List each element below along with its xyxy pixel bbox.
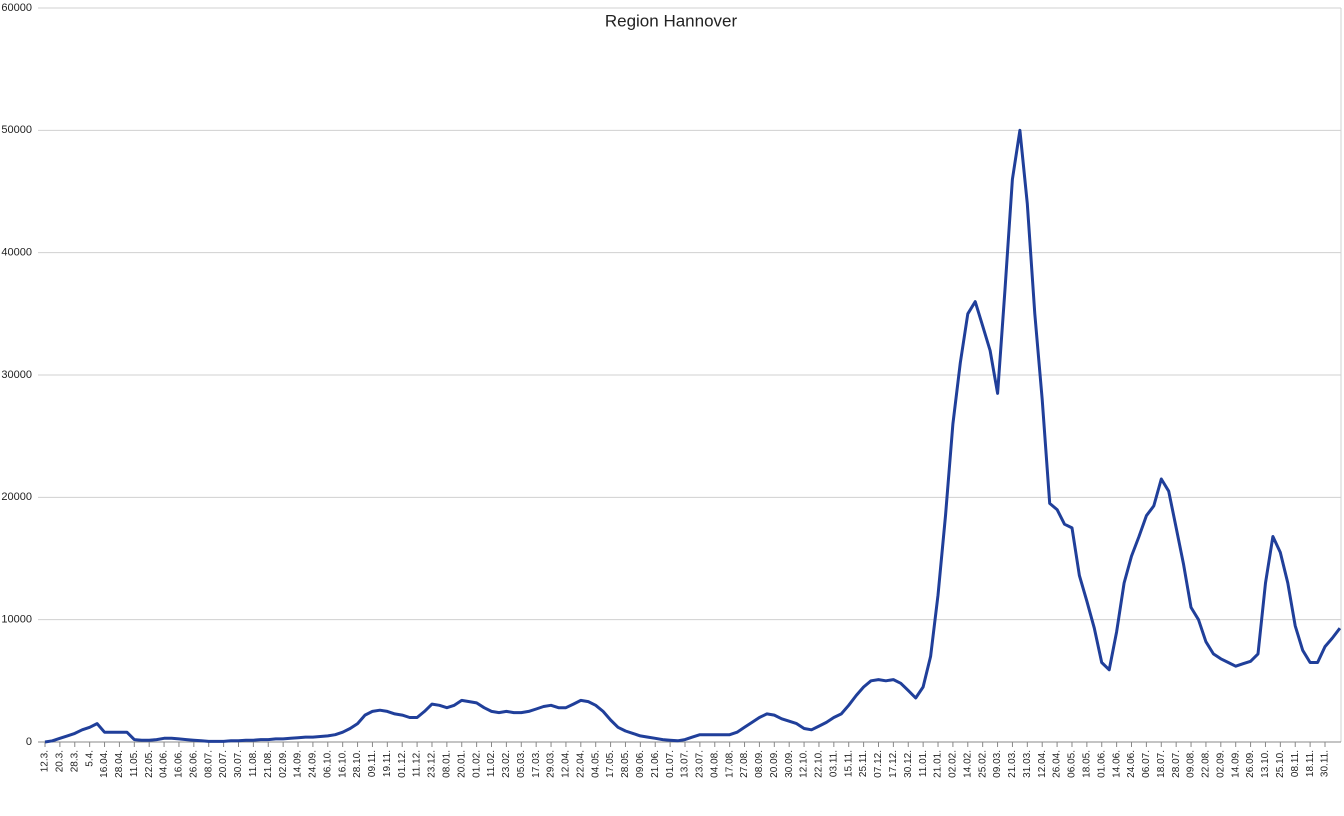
x-tick-label: 22.04. — [575, 750, 586, 778]
x-tick-label: 02.09. — [1215, 750, 1226, 778]
x-tick-label: 19.11. — [382, 750, 393, 777]
x-tick-label: 17.12. — [888, 750, 899, 778]
x-tick-label: 17.05. — [605, 750, 616, 778]
x-tick-label: 22.10. — [814, 750, 825, 778]
x-tick-label: 08.07. — [203, 750, 214, 778]
x-tick-label: 29.03. — [546, 750, 557, 778]
x-tick-label: 17.03. — [531, 750, 542, 778]
x-tick-label: 23.12. — [427, 750, 438, 778]
x-tick-label: 17.08. — [724, 750, 735, 778]
x-tick-label: 22.08. — [1201, 750, 1212, 778]
x-tick-label: 24.06. — [1126, 750, 1137, 778]
x-tick-label: 14.09. — [1230, 750, 1241, 778]
x-tick-label: 18.11. — [1305, 750, 1316, 777]
x-tick-label: 04.06. — [159, 750, 170, 778]
x-tick-label: 16.04. — [99, 750, 110, 778]
x-tick-label: 04.08. — [709, 750, 720, 778]
chart-title: Region Hannover — [605, 11, 738, 30]
x-tick-label: 5.4. — [84, 750, 95, 767]
x-tick-label: 20.01. — [456, 750, 467, 778]
x-tick-label: 12.10. — [799, 750, 810, 778]
x-tick-label: 06.10. — [322, 750, 333, 778]
x-tick-label: 28.07. — [1171, 750, 1182, 778]
x-tick-label: 31.03. — [1022, 750, 1033, 778]
x-tick-label: 28.04. — [114, 750, 125, 778]
x-tick-label: 23.07. — [695, 750, 706, 778]
x-tick-label: 23.02. — [501, 750, 512, 778]
x-tick-label: 15.11. — [843, 750, 854, 777]
x-tick-label: 09.03. — [992, 750, 1003, 778]
x-tick-label: 30.07. — [233, 750, 244, 778]
x-tick-label: 26.06. — [188, 750, 199, 778]
x-tick-label: 03.11. — [828, 750, 839, 777]
x-tick-label: 12.04. — [1037, 750, 1048, 778]
x-tick-label: 28.10. — [352, 750, 363, 778]
x-tick-label: 28.05. — [620, 750, 631, 778]
x-tick-label: 18.05. — [1082, 750, 1093, 778]
x-tick-label: 09.06. — [635, 750, 646, 778]
x-tick-label: 02.09. — [278, 750, 289, 778]
x-tick-label: 30.11. — [1320, 750, 1331, 777]
y-tick-label: 20000 — [1, 491, 32, 503]
x-tick-label: 12.3. — [40, 750, 51, 772]
x-tick-label: 20.09. — [769, 750, 780, 778]
x-tick-label: 11.12. — [412, 750, 423, 777]
x-tick-label: 13.07. — [680, 750, 691, 778]
y-tick-label: 40000 — [1, 247, 32, 259]
x-tick-label: 06.07. — [1141, 750, 1152, 778]
x-tick-label: 30.09. — [784, 750, 795, 778]
x-tick-label: 16.06. — [174, 750, 185, 778]
x-tick-label: 08.01. — [442, 750, 453, 778]
x-tick-label: 16.10. — [337, 750, 348, 778]
x-tick-label: 05.03. — [516, 750, 527, 778]
x-tick-label: 22.05. — [144, 750, 155, 778]
x-tick-label: 25.11. — [858, 750, 869, 777]
x-tick-label: 08.09. — [754, 750, 765, 778]
x-tick-label: 21.03. — [1007, 750, 1018, 778]
x-tick-label: 11.01. — [918, 750, 929, 777]
x-tick-label: 12.04. — [561, 750, 572, 778]
x-tick-label: 01.07. — [665, 750, 676, 778]
x-tick-label: 14.09. — [293, 750, 304, 778]
x-tick-label: 08.11. — [1290, 750, 1301, 777]
x-tick-label: 25.02. — [977, 750, 988, 778]
x-tick-label: 21.08. — [263, 750, 274, 778]
y-tick-label: 30000 — [1, 369, 32, 381]
x-tick-label: 14.06. — [1111, 750, 1122, 778]
x-tick-label: 01.12. — [397, 750, 408, 778]
x-tick-label: 27.08. — [739, 750, 750, 778]
x-tick-label: 07.12. — [873, 750, 884, 778]
x-tick-label: 26.09. — [1245, 750, 1256, 778]
x-tick-label: 09.08. — [1186, 750, 1197, 778]
x-tick-label: 24.09. — [308, 750, 319, 778]
x-tick-label: 11.02. — [486, 750, 497, 777]
y-tick-label: 10000 — [1, 614, 32, 626]
x-tick-label: 01.02. — [471, 750, 482, 778]
x-tick-label: 30.12. — [903, 750, 914, 778]
x-tick-label: 26.04. — [1052, 750, 1063, 778]
x-tick-label: 28.3. — [69, 750, 80, 772]
x-tick-label: 21.01. — [933, 750, 944, 778]
x-tick-label: 25.10. — [1275, 750, 1286, 778]
x-tick-label: 02.02. — [948, 750, 959, 778]
x-tick-label: 06.05. — [1067, 750, 1078, 778]
y-tick-label: 50000 — [1, 124, 32, 136]
x-tick-label: 09.11. — [367, 750, 378, 777]
y-tick-label: 60000 — [1, 2, 32, 14]
y-tick-label: 0 — [26, 736, 32, 748]
line — [44, 128, 1342, 744]
x-tick-label: 20.07. — [218, 750, 229, 778]
x-tick-label: 21.06. — [650, 750, 661, 778]
x-tick-label: 11.05. — [129, 750, 140, 777]
x-tick-label: 20.3. — [55, 750, 66, 772]
x-tick-label: 01.06. — [1096, 750, 1107, 778]
x-tick-label: 04.05. — [590, 750, 601, 778]
x-tick-label: 11.08. — [248, 750, 259, 777]
x-tick-label: 14.02. — [962, 750, 973, 778]
x-tick-label: 13.10. — [1260, 750, 1271, 778]
x-tick-label: 18.07. — [1156, 750, 1167, 778]
